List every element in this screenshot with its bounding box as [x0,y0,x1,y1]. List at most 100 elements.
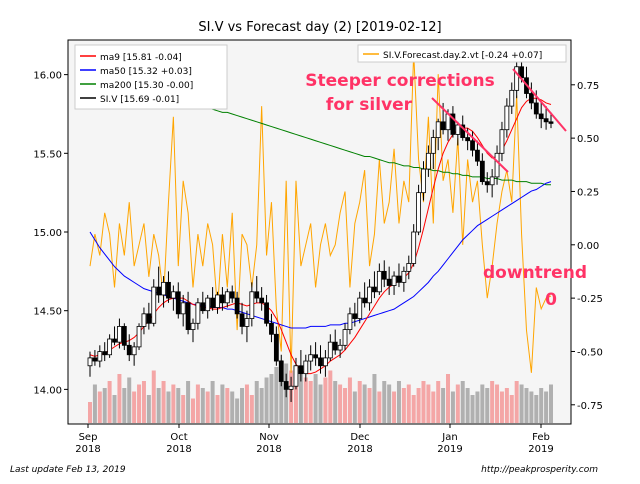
candle-body [131,346,137,356]
volume-bar [293,367,298,423]
volume-bar [328,370,333,423]
volume-bar [426,384,431,423]
candle-body [381,270,387,280]
volume-bar [215,395,220,423]
volume-bar [392,391,397,423]
volume-bar [441,388,446,423]
candle-body [538,113,544,120]
candle-body [254,291,260,299]
candle-body [161,281,166,296]
x-axis-tick-year: 2019 [437,444,462,455]
volume-bar [446,374,451,423]
candle-body [357,297,363,319]
volume-bar [269,374,274,423]
candle-body [288,385,294,390]
volume-bar [455,384,460,423]
volume-bar [323,377,328,423]
candle-body [303,360,309,375]
candle-body [416,192,421,233]
footer-url: http://peakprosperity.com [481,465,598,475]
volume-bar [122,388,127,423]
right-axis-tick-label: 0.75 [577,81,599,92]
candle-body [102,351,108,356]
volume-bar [264,377,269,423]
volume-bar [318,384,323,423]
volume-bar [411,395,416,423]
volume-bar [313,374,318,423]
volume-bar [504,388,509,423]
candle-body [548,121,554,124]
volume-bar [166,391,171,423]
volume-bar [343,388,348,423]
x-axis-tick-month: Feb [532,432,550,443]
volume-bar [254,381,259,423]
legend-left-label: ma200 [15.30 -0.00] [100,81,193,91]
volume-bar [544,391,549,423]
annotation-corrections-line2: for silver [326,95,413,115]
volume-bar [112,395,117,423]
candle-body [376,270,382,293]
candle-body [337,344,343,351]
volume-bar [357,381,362,423]
volume-bar [137,384,142,423]
candle-body [87,357,93,367]
x-axis-tick-month: Nov [259,432,279,443]
forecast-series [89,52,552,373]
candle-body [455,124,461,135]
right-axis-tick-label: 0.25 [577,187,599,198]
volume-bar [298,374,303,423]
annotation-downtrend: downtrend [483,263,587,283]
volume-bar [431,391,436,423]
legend-right: SI.V.Forecast.day.2.vt [-0.24 +0.07] [357,44,567,63]
candle-body [386,278,392,286]
volume-bars [88,360,553,423]
volume-bar [460,381,465,423]
volume-bar [230,391,235,423]
x-axis-tick-month: Jan [441,432,457,443]
volume-bar [92,384,97,423]
x-axis-tick-month: Sep [79,432,98,443]
volume-bar [249,395,254,423]
volume-bar [514,381,519,423]
candle-body [269,322,274,335]
right-axis-tick-label: -0.50 [577,347,603,358]
candle-body [396,275,402,283]
candle-body [136,326,142,348]
candle-body [117,326,122,343]
candle-body [170,291,176,299]
candle-body [352,313,358,319]
volume-bar [333,381,338,423]
right-axis-tick-label: 0.50 [577,134,599,145]
legend-left-label: ma50 [15.32 +0.03] [100,67,192,77]
candle-body [318,357,323,367]
forecast-line [89,52,552,373]
volume-bar [465,388,470,423]
volume-bar [436,381,441,423]
candle-body [528,93,534,104]
candle-body [121,326,127,346]
volume-bar [529,391,534,423]
x-axis-tick-year: 2019 [528,444,553,455]
volume-bar [107,381,112,423]
candle-body [450,113,456,135]
left-y-axis: 14.00 14.50 15.00 15.50 16.00 [33,71,68,396]
volume-bar [539,388,544,423]
volume-bar [347,377,352,423]
volume-bar [524,388,529,423]
candle-body [215,294,220,308]
volume-bar [499,391,504,423]
volume-bar [377,391,382,423]
volume-bar [495,384,500,423]
candle-body [259,297,265,304]
x-axis: Sep2018Oct2018Nov2018Dec2018Jan2019Feb20… [75,424,554,455]
legend-right-label: SI.V.Forecast.day.2.vt [-0.24 +0.07] [383,51,542,61]
volume-bar [259,388,264,423]
footer-last-update: Last update Feb 13, 2019 [10,465,126,475]
candles [87,55,554,402]
volume-bar [190,398,195,423]
annotation-corrections-line1: Steeper corrections [305,71,494,91]
candle-body [411,231,417,264]
candle-body [484,181,490,186]
